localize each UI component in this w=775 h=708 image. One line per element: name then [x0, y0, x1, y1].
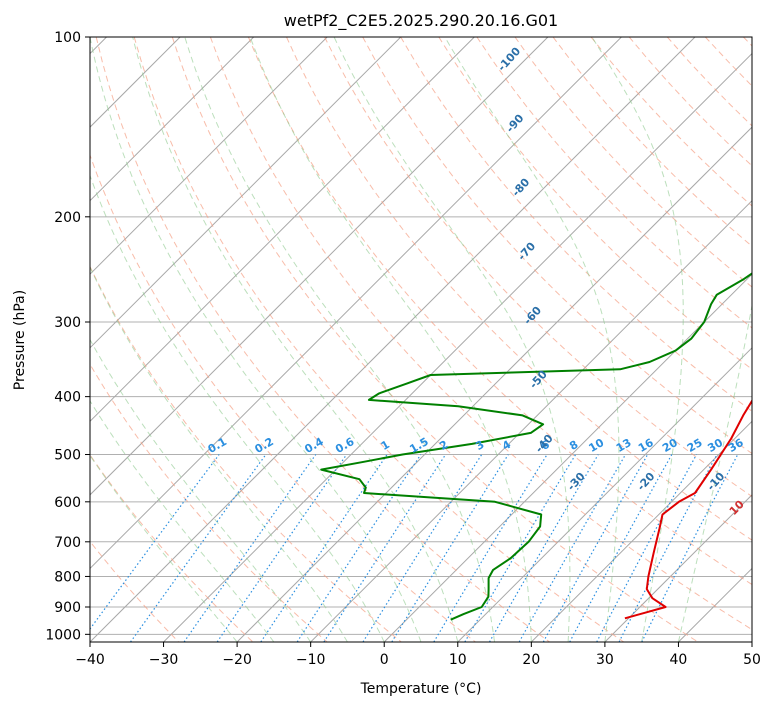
moist-adiabat-line: [90, 454, 238, 642]
dry-adiabat-line: [247, 37, 752, 586]
dry-adiabat-line: [90, 153, 476, 642]
dewpoint-profile-line: [320, 272, 752, 621]
moist-adiabat-line: [249, 37, 532, 642]
chart-title: wetPf2_C2E5.2025.290.20.16.G01: [284, 11, 558, 31]
isotherm-gridline: [310, 199, 752, 642]
moist-adiabat-line: [90, 338, 312, 642]
isotherm-gridline: [457, 347, 752, 642]
y-tick-label: 600: [54, 495, 81, 511]
y-tick-label: 700: [54, 535, 81, 551]
dry-adiabat-line: [286, 37, 752, 541]
dry-adiabat-line: [209, 37, 752, 631]
y-tick-label: 300: [54, 315, 81, 331]
isotherm-gridline: [90, 37, 402, 349]
dry-adiabat-line: [90, 363, 328, 642]
y-tick-label: 900: [54, 600, 81, 616]
moist-adiabat-line: [132, 37, 459, 642]
moist-adiabat-line: [591, 37, 684, 642]
dry-adiabat-line: [171, 37, 699, 642]
isotherm-gridline: [90, 37, 475, 423]
mixing-ratio-line: [216, 454, 348, 642]
x-axis-label: Temperature (°C): [360, 681, 482, 697]
y-tick-label: 1000: [45, 627, 81, 643]
mixing-ratio-line: [433, 454, 548, 642]
x-tick-label: −30: [149, 652, 179, 668]
moist-adiabat-line: [90, 37, 422, 642]
x-tick-label: 0: [380, 652, 389, 668]
x-tick-label: 40: [670, 652, 688, 668]
x-tick-label: 10: [449, 652, 467, 668]
x-tick-label: −20: [222, 652, 252, 668]
y-axis-label: Pressure (hPa): [12, 290, 28, 390]
y-tick-label: 500: [54, 448, 81, 464]
mixing-ratio-line: [464, 454, 577, 642]
mixing-ratio-line: [296, 454, 422, 642]
moist-adiabat-line: [333, 37, 571, 642]
isotherm-gridline: [90, 37, 328, 275]
isotherm-gridline: [236, 126, 752, 642]
temperature-profile-line: [624, 398, 752, 620]
mixing-ratio-line: [260, 454, 388, 642]
y-tick-label: 400: [54, 390, 81, 406]
mixing-ratio-line: [183, 454, 317, 642]
dry-adiabat-line: [133, 37, 625, 642]
plot-frame: [89, 36, 753, 643]
isotherm-gridline: [90, 37, 549, 496]
isotherm-gridline: [163, 52, 752, 642]
x-tick-label: 50: [743, 652, 761, 668]
x-tick-label: 20: [522, 652, 540, 668]
isotherm-gridline: [383, 273, 752, 642]
isotherm-gridline: [90, 37, 255, 202]
mixing-ratio-line: [569, 454, 673, 642]
isotherm-gridline: [604, 494, 752, 642]
x-tick-label: −10: [296, 652, 326, 668]
isotherm-gridline: [90, 37, 696, 642]
moist-adiabat-line: [90, 174, 385, 642]
mixing-ratio-line: [596, 454, 698, 642]
isotherm-gridline: [90, 37, 622, 570]
y-tick-label: 100: [54, 30, 81, 46]
x-tick-label: 30: [596, 652, 614, 668]
dry-adiabat-line: [400, 37, 752, 412]
y-tick-label: 800: [54, 569, 81, 585]
y-tick-label: 200: [54, 210, 81, 226]
dry-adiabat-line: [95, 37, 550, 642]
moist-adiabat-line: [677, 302, 752, 642]
moist-adiabat-line: [444, 37, 620, 642]
isotherm-gridline: [530, 420, 752, 642]
mixing-ratio-line: [90, 454, 220, 630]
mixing-ratio-line: [130, 454, 267, 642]
mixing-ratio-line: [488, 454, 599, 642]
dry-adiabat-line: [362, 37, 752, 455]
dry-adiabat-line: [90, 540, 180, 642]
moist-adiabat-line: [90, 400, 275, 642]
x-tick-label: −40: [75, 652, 105, 668]
mixing-ratio-line: [518, 454, 627, 642]
